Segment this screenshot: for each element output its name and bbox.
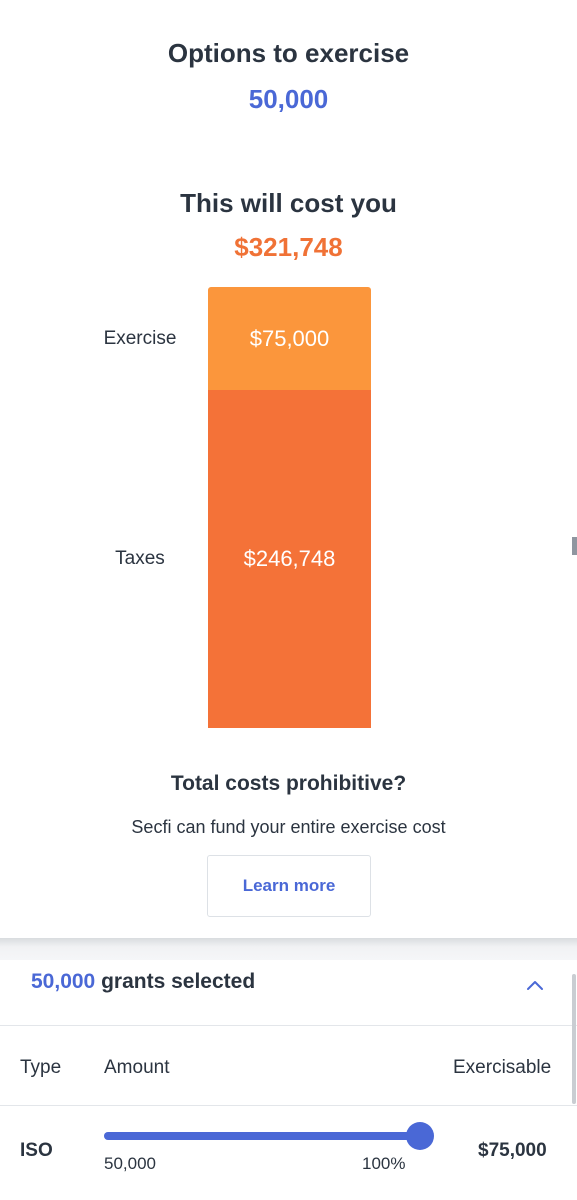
grants-summary: 50,000 grants selected	[31, 970, 255, 994]
cost-summary: Options to exercise 50,000 This will cos…	[103, 38, 577, 917]
grant-amount: 50,000	[104, 1154, 156, 1173]
grants-count: 50,000	[31, 970, 96, 993]
cost-value: $321,748	[234, 232, 343, 262]
prohibitive-title: Total costs prohibitive?	[170, 772, 407, 795]
amount-slider-track[interactable]	[104, 1132, 420, 1140]
table-divider	[0, 1105, 577, 1106]
grants-label: grants selected	[101, 970, 256, 993]
learn-more-button[interactable]: Learn more	[207, 855, 371, 917]
grants-header[interactable]: 50,000 grants selected	[0, 960, 577, 1104]
options-value: 50,000	[248, 84, 329, 114]
amount-percent: 100%	[362, 1154, 406, 1173]
column-header-type: Type	[20, 1057, 62, 1078]
options-title: Options to exercise	[167, 38, 410, 68]
grant-type: ISO	[20, 1140, 53, 1161]
chevron-up-icon[interactable]	[524, 974, 546, 996]
column-header-amount: Amount	[104, 1057, 170, 1078]
grant-exercisable: $75,000	[478, 1140, 547, 1161]
amount-slider-fill	[104, 1132, 420, 1140]
panel-scrollbar[interactable]	[572, 974, 576, 1104]
bar-segment-exercise: $75,000	[208, 287, 371, 390]
panel-divider	[0, 938, 577, 960]
column-header-exercisable: Exercisable	[453, 1057, 552, 1078]
cost-title: This will cost you	[180, 188, 397, 218]
amount-slider-thumb[interactable]	[406, 1122, 434, 1150]
bar-category-label: Taxes	[115, 548, 165, 569]
cost-stacked-bar: $75,000 $246,748	[208, 287, 371, 728]
bar-category-label: Exercise	[103, 327, 177, 349]
scrollbar-thumb[interactable]	[572, 537, 577, 555]
prohibitive-subtitle: Secfi can fund your entire exercise cost	[131, 817, 446, 837]
bar-segment-taxes: $246,748	[208, 390, 371, 728]
bar-value-label: $246,748	[243, 546, 336, 571]
bar-value-label: $75,000	[249, 325, 330, 351]
grants-panel: 50,000 grants selected Type Amount Exerc…	[0, 960, 577, 1200]
